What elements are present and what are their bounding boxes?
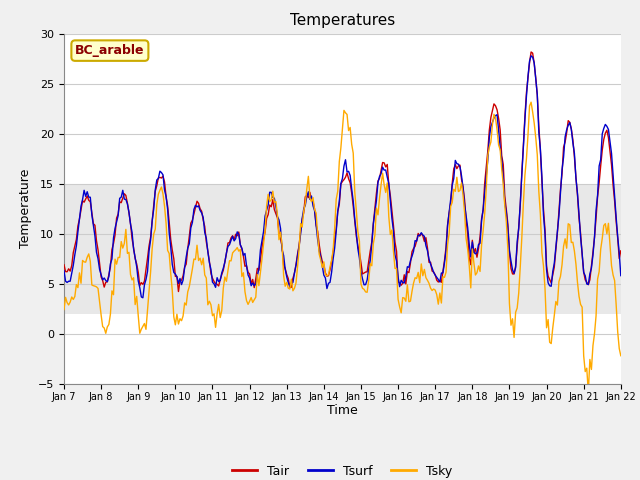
Line: Tsurf: Tsurf bbox=[64, 56, 621, 298]
Y-axis label: Temperature: Temperature bbox=[19, 169, 33, 249]
X-axis label: Time: Time bbox=[327, 405, 358, 418]
Bar bbox=[64, 34, 621, 384]
Bar bbox=[64, 34, 621, 184]
Legend: Tair, Tsurf, Tsky: Tair, Tsurf, Tsky bbox=[227, 460, 458, 480]
Title: Temperatures: Temperatures bbox=[290, 13, 395, 28]
Line: Tair: Tair bbox=[64, 52, 621, 291]
Line: Tsky: Tsky bbox=[64, 102, 621, 393]
Bar bbox=[64, 314, 621, 384]
Text: BC_arable: BC_arable bbox=[75, 44, 145, 57]
